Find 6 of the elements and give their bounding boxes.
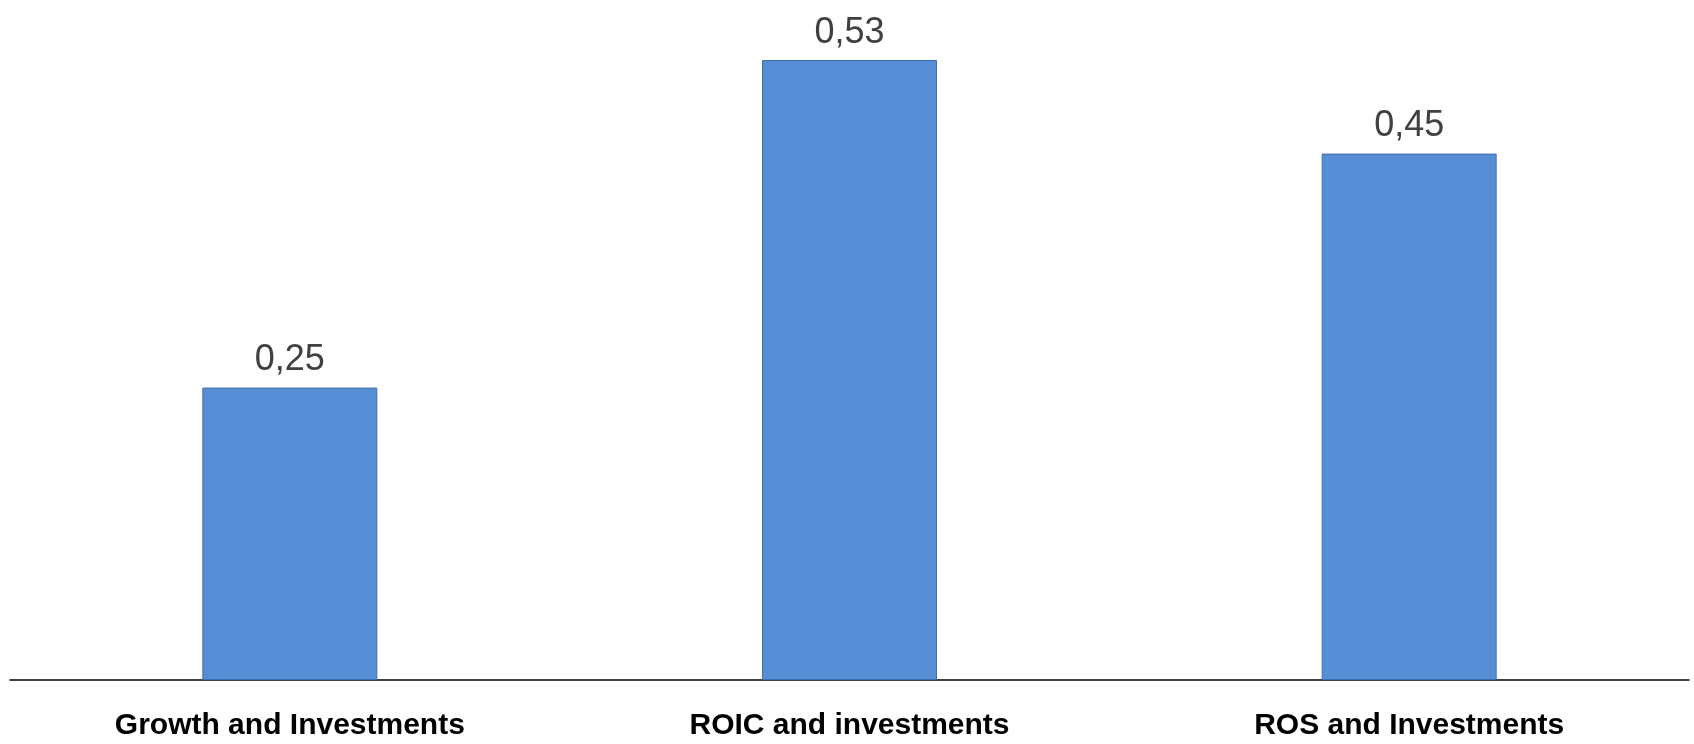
x-tick-label: Growth and Investments bbox=[114, 706, 465, 740]
x-tick-label: ROS and Investments bbox=[1254, 706, 1565, 740]
data-label: 0,45 bbox=[1374, 103, 1445, 145]
data-label: 0,53 bbox=[814, 9, 885, 51]
x-tick-label: ROIC and investments bbox=[689, 706, 1010, 740]
data-label: 0,25 bbox=[254, 337, 325, 379]
